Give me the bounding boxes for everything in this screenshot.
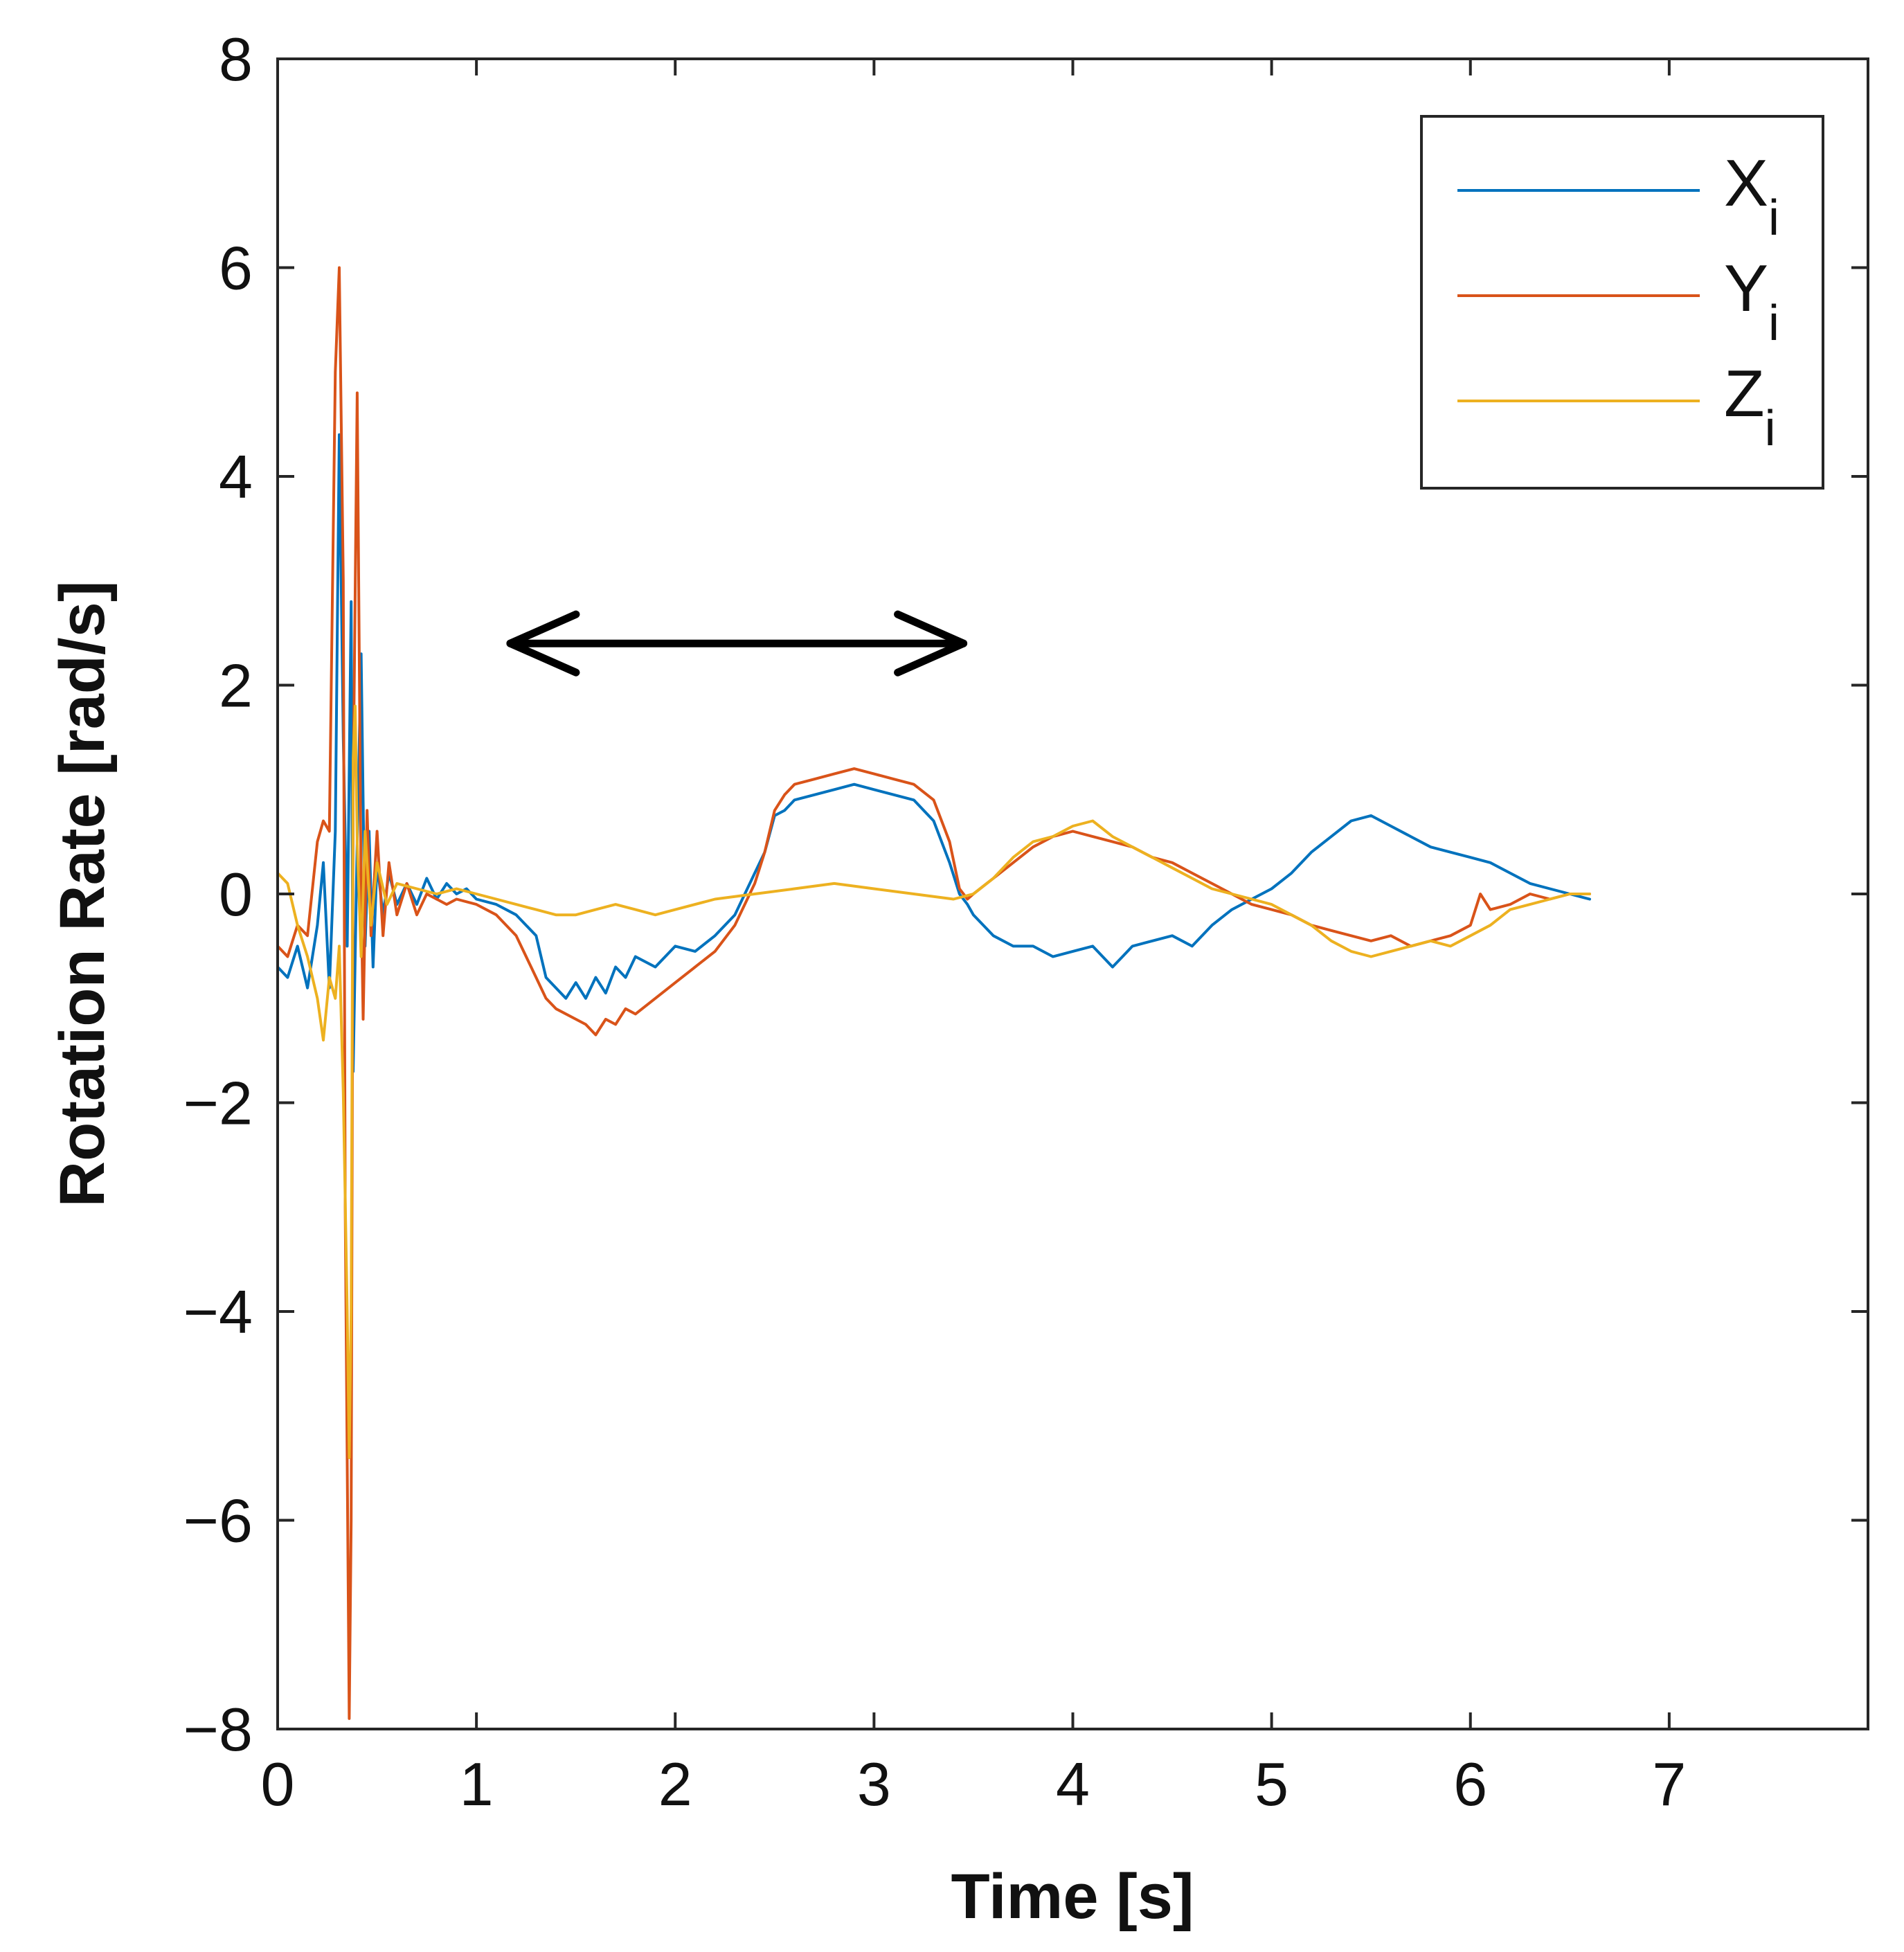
x-tick-label: 1 (460, 1750, 494, 1818)
y-axis-title: Rotation Rate [rad/s] (47, 581, 118, 1208)
arrow-head-left (506, 610, 580, 677)
y-tick-label: 0 (219, 860, 253, 929)
legend-label-main: X (1724, 146, 1768, 220)
arrow-head-right (894, 610, 968, 677)
x-tick-label: 5 (1255, 1750, 1288, 1818)
x-tick-label: 4 (1056, 1750, 1090, 1818)
axis-ticks (276, 57, 1868, 1730)
x-axis-title: Time [s] (951, 1861, 1194, 1932)
x-tick-label: 0 (261, 1750, 295, 1818)
legend-label-subscript: i (1765, 401, 1776, 456)
y-tick-label: −8 (183, 1695, 253, 1764)
double-arrow-annotation (506, 610, 968, 677)
legend-label-main: Y (1724, 251, 1768, 325)
y-tick-label: 2 (219, 652, 253, 720)
legend-box (1420, 115, 1824, 490)
y-tick-label: 8 (219, 25, 253, 93)
legend-label-subscript: i (1768, 190, 1779, 246)
legend-label-x: Xi (1724, 146, 1779, 246)
y-tick-label: 4 (219, 442, 253, 511)
x-tick-label: 7 (1652, 1750, 1686, 1818)
legend-label-z: Zi (1724, 357, 1776, 456)
y-tick-labels: −8 −6 −4 −2 0 2 4 6 8 (183, 25, 253, 1764)
y-tick-label: −4 (183, 1278, 253, 1346)
legend-label-subscript: i (1768, 296, 1779, 351)
x-tick-label: 2 (658, 1750, 692, 1818)
x-tick-label: 6 (1453, 1750, 1487, 1818)
y-tick-label: 6 (219, 234, 253, 303)
series-layer (278, 266, 1591, 1720)
series-line-z (278, 704, 1591, 1460)
x-tick-labels: 0 1 2 3 4 5 6 7 (261, 1750, 1687, 1818)
y-tick-label: −2 (183, 1069, 253, 1138)
legend-label-main: Z (1724, 357, 1765, 431)
y-tick-label: −6 (183, 1487, 253, 1555)
legend-label-y: Yi (1724, 251, 1779, 351)
x-tick-label: 3 (857, 1750, 891, 1818)
